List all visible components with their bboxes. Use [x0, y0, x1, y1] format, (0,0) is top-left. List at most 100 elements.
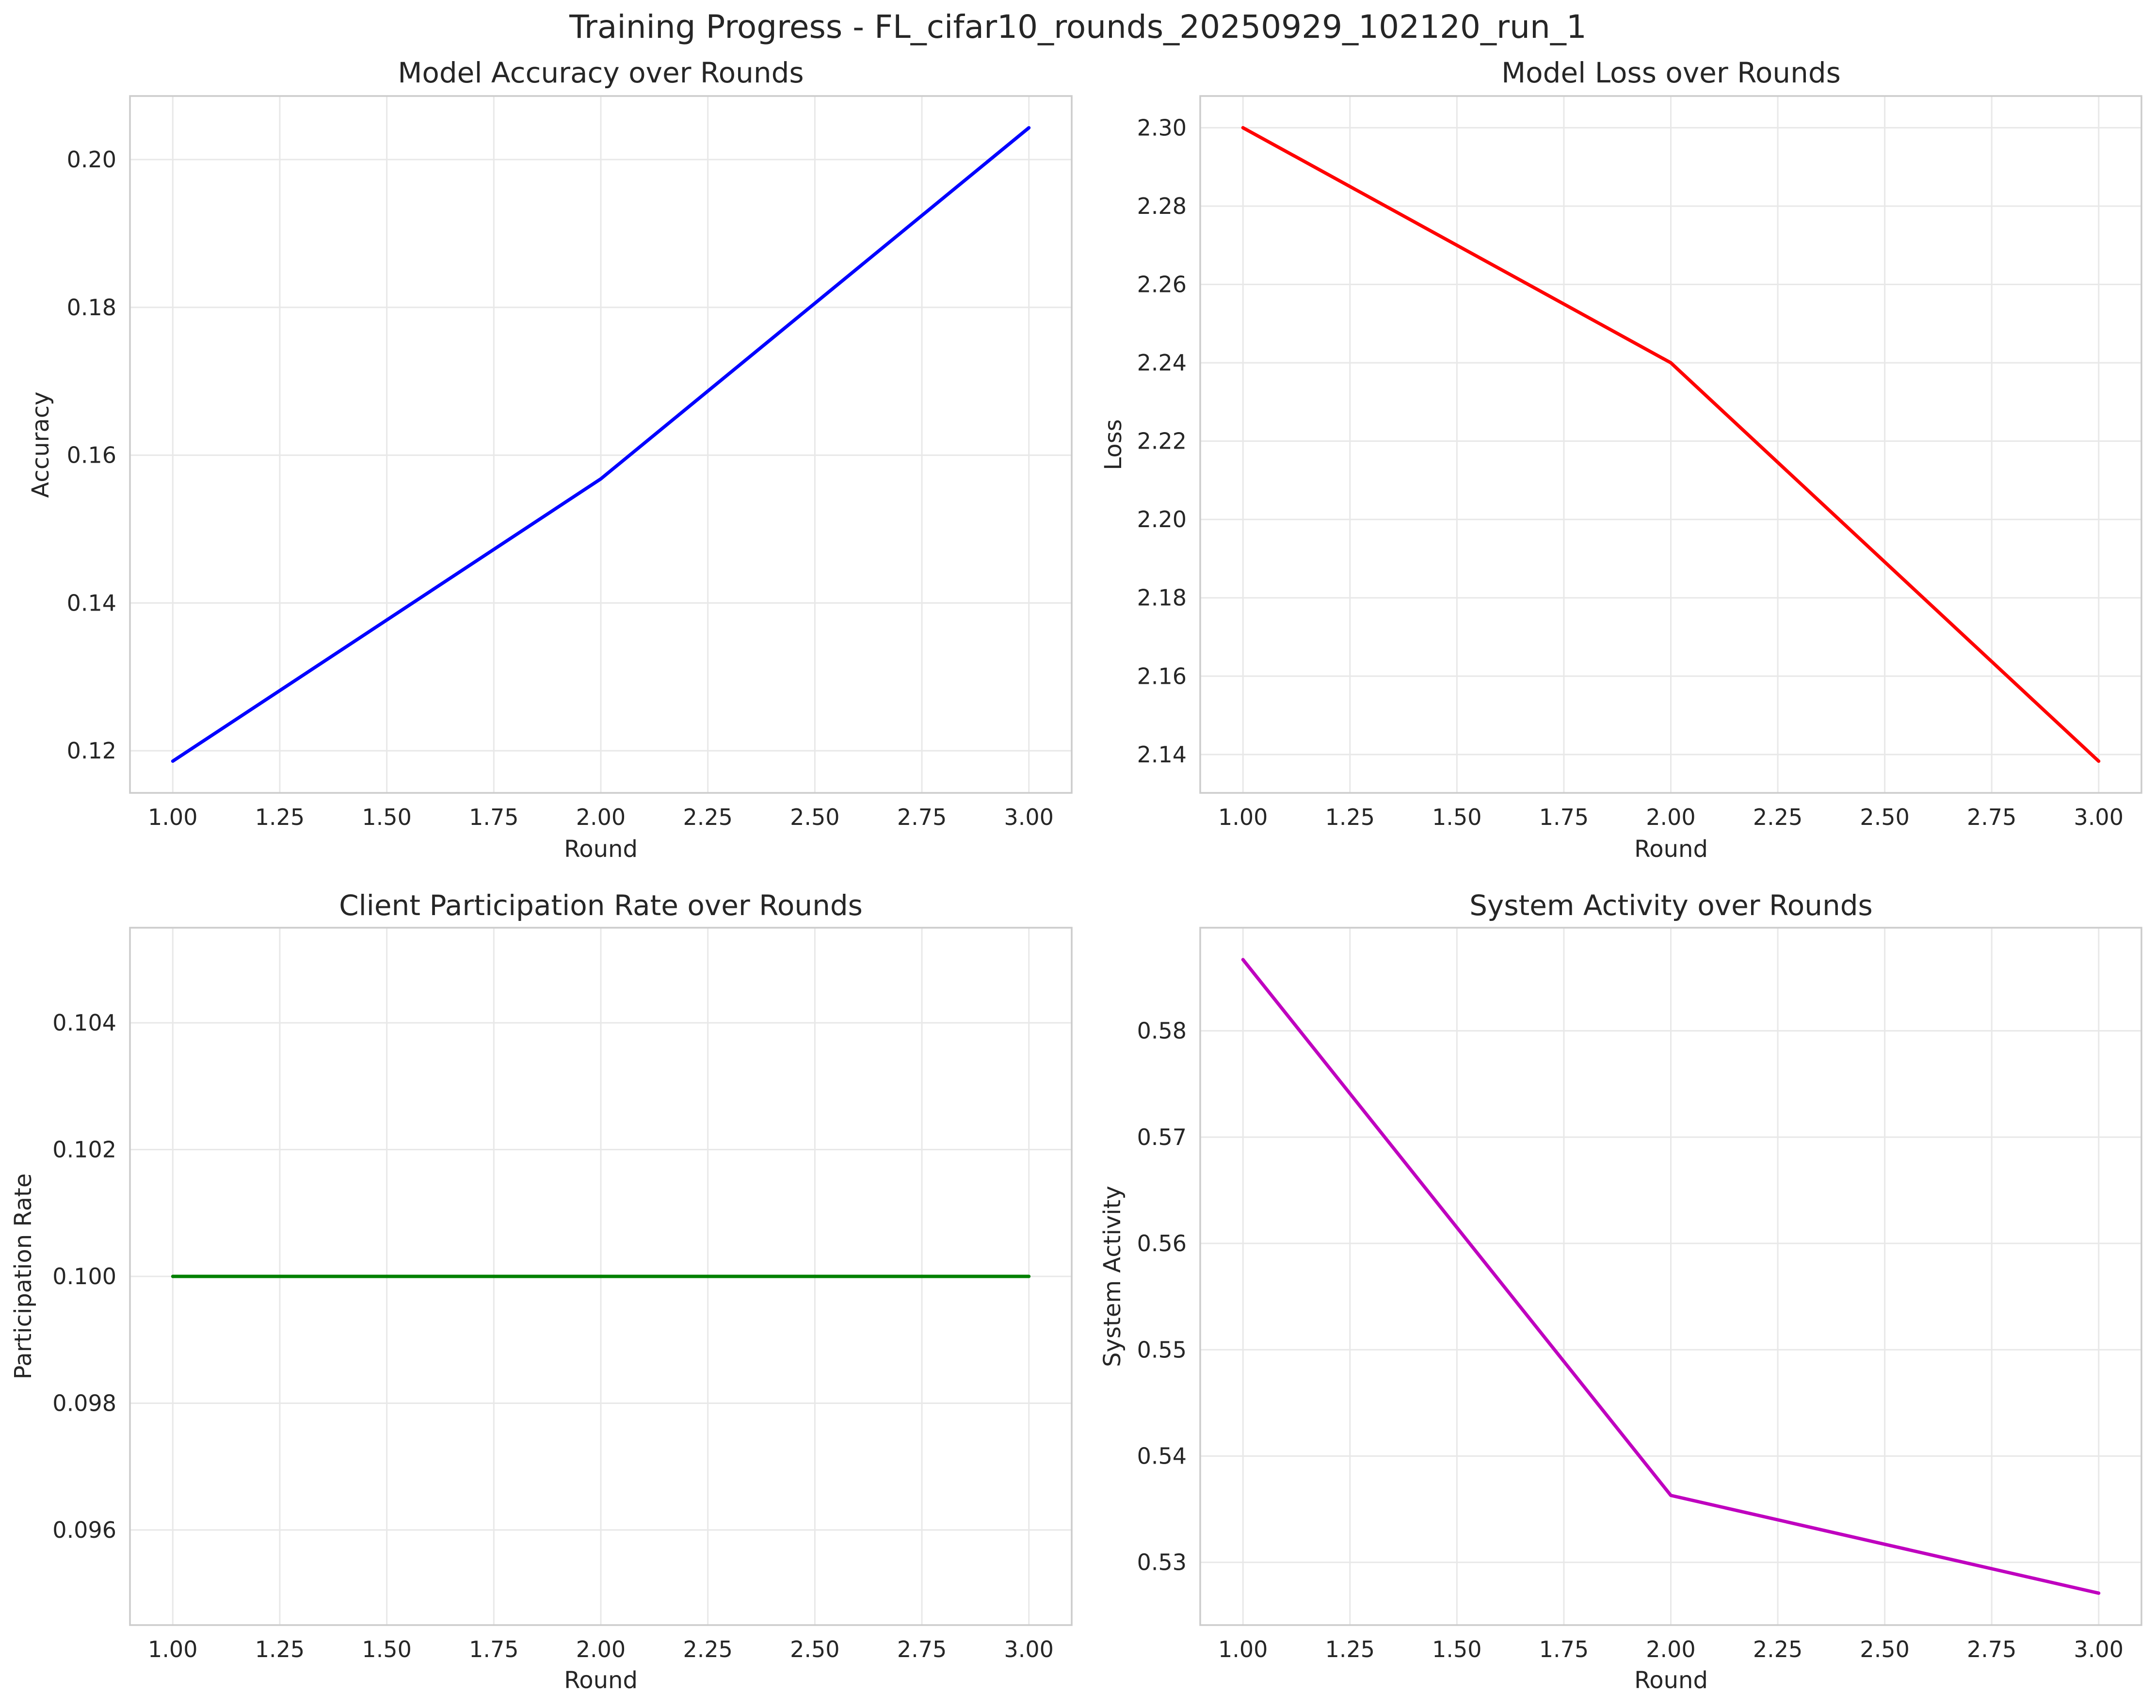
- participation-plot-frame: [129, 927, 1073, 1626]
- accuracy-y-tick-label: 0.20: [67, 146, 116, 173]
- participation-panel: 1.00 1.25 1.50 1.75 2.00 2.25 2.50 2.75 3.00 0.0…: [10, 889, 1073, 1694]
- participation-x-tick-label: 2.50: [790, 1636, 839, 1662]
- system-activity-y-tick-label: 0.53: [1137, 1549, 1187, 1576]
- system-activity-grid: [1200, 928, 2141, 1625]
- loss-x-tick-label: 2.00: [1646, 804, 1695, 830]
- accuracy-x-axis-label: Round: [564, 836, 638, 863]
- loss-y-tick-label: 2.22: [1137, 428, 1187, 454]
- accuracy-chart-title: Model Accuracy over Rounds: [398, 56, 804, 89]
- loss-plot-frame: [1199, 95, 2142, 794]
- loss-chart-title: Model Loss over Rounds: [1501, 56, 1841, 89]
- loss-y-tick-label: 2.24: [1137, 350, 1187, 376]
- participation-x-ticks: 1.00 1.25 1.50 1.75 2.00 2.25 2.50 2.75 3.00: [148, 1636, 1054, 1662]
- loss-y-tick-label: 2.26: [1137, 272, 1187, 298]
- accuracy-series: [171, 126, 1031, 763]
- loss-y-tick-label: 2.20: [1137, 506, 1187, 532]
- accuracy-x-tick-label: 2.75: [897, 804, 947, 830]
- accuracy-y-tick-label: 0.12: [67, 738, 116, 764]
- loss-x-tick-label: 1.50: [1432, 804, 1481, 830]
- loss-line: [1241, 126, 2101, 763]
- participation-x-tick-label: 1.50: [362, 1636, 411, 1662]
- participation-x-tick-label: 1.25: [255, 1636, 305, 1662]
- participation-x-tick-label: 2.25: [683, 1636, 732, 1662]
- participation-x-tick-label: 1.00: [148, 1636, 197, 1662]
- system-activity-x-axis-label: Round: [1634, 1667, 1708, 1694]
- accuracy-x-tick-label: 3.00: [1004, 804, 1054, 830]
- system-activity-chart-title: System Activity over Rounds: [1469, 889, 1873, 922]
- system-activity-y-tick-label: 0.58: [1137, 1018, 1187, 1044]
- loss-x-tick-label: 3.00: [2074, 804, 2124, 830]
- accuracy-x-tick-label: 2.00: [576, 804, 626, 830]
- loss-x-tick-label: 1.25: [1325, 804, 1375, 830]
- loss-x-tick-label: 2.25: [1753, 804, 1802, 830]
- accuracy-y-ticks: 0.12 0.14 0.16 0.18 0.20: [67, 146, 116, 764]
- loss-grid: [1200, 96, 2141, 793]
- system-activity-x-tick-label: 3.00: [2074, 1636, 2124, 1662]
- loss-y-ticks: 2.14 2.16 2.18 2.20 2.22 2.24 2.26 2.28 2.30: [1137, 114, 1187, 767]
- system-activity-panel: 1.00 1.25 1.50 1.75 2.00 2.25 2.50 2.75 3.00 0.5…: [1099, 889, 2142, 1694]
- participation-y-tick-label: 0.096: [52, 1517, 116, 1543]
- accuracy-y-axis-label: Accuracy: [27, 391, 54, 498]
- loss-panel: 1.00 1.25 1.50 1.75 2.00 2.25 2.50 2.75 3.00 2.1…: [1100, 56, 2142, 863]
- participation-x-tick-label: 3.00: [1004, 1636, 1054, 1662]
- figure-title: Training Progress - FL_cifar10_rounds_20…: [569, 8, 1587, 46]
- loss-x-tick-label: 2.75: [1967, 804, 2016, 830]
- accuracy-x-tick-label: 1.00: [148, 804, 197, 830]
- loss-series: [1241, 126, 2101, 763]
- accuracy-x-tick-label: 2.50: [790, 804, 839, 830]
- participation-x-axis-label: Round: [564, 1667, 638, 1694]
- participation-x-tick-label: 2.00: [576, 1636, 626, 1662]
- participation-y-ticks: 0.096 0.098 0.100 0.102 0.104: [52, 1010, 116, 1543]
- system-activity-y-tick-label: 0.57: [1137, 1124, 1187, 1150]
- participation-y-tick-label: 0.102: [52, 1137, 116, 1163]
- loss-y-tick-label: 2.14: [1137, 741, 1187, 768]
- participation-x-tick-label: 2.75: [897, 1636, 947, 1662]
- system-activity-x-tick-label: 1.75: [1539, 1636, 1589, 1662]
- accuracy-y-tick-label: 0.16: [67, 442, 116, 468]
- system-activity-x-tick-label: 1.50: [1432, 1636, 1481, 1662]
- accuracy-x-tick-label: 1.25: [255, 804, 305, 830]
- system-activity-series: [1241, 958, 2101, 1595]
- system-activity-y-axis-label: System Activity: [1099, 1186, 1126, 1367]
- system-activity-x-tick-label: 2.00: [1646, 1636, 1695, 1662]
- system-activity-y-tick-label: 0.56: [1137, 1230, 1187, 1257]
- system-activity-y-tick-label: 0.54: [1137, 1443, 1187, 1469]
- loss-x-axis-label: Round: [1634, 836, 1708, 863]
- loss-y-tick-label: 2.30: [1137, 114, 1187, 141]
- accuracy-x-tick-label: 2.25: [683, 804, 732, 830]
- participation-x-tick-label: 1.75: [469, 1636, 518, 1662]
- system-activity-line: [1241, 958, 2101, 1595]
- system-activity-x-tick-label: 1.00: [1218, 1636, 1268, 1662]
- participation-y-tick-label: 0.098: [52, 1390, 116, 1416]
- accuracy-y-tick-label: 0.14: [67, 590, 116, 616]
- accuracy-x-ticks: 1.00 1.25 1.50 1.75 2.00 2.25 2.50 2.75 3.00: [148, 804, 1054, 830]
- system-activity-y-ticks: 0.53 0.54 0.55 0.56 0.57 0.58: [1137, 1018, 1187, 1576]
- accuracy-grid: [130, 96, 1072, 793]
- loss-x-tick-label: 1.75: [1539, 804, 1589, 830]
- participation-y-tick-label: 0.104: [52, 1010, 116, 1036]
- accuracy-plot-frame: [129, 95, 1073, 794]
- loss-y-tick-label: 2.16: [1137, 663, 1187, 689]
- system-activity-x-tick-label: 2.50: [1860, 1636, 1909, 1662]
- participation-y-axis-label: Participation Rate: [10, 1174, 37, 1380]
- loss-y-tick-label: 2.18: [1137, 585, 1187, 611]
- system-activity-plot-frame: [1199, 927, 2142, 1626]
- system-activity-x-tick-label: 2.25: [1753, 1636, 1802, 1662]
- loss-x-tick-label: 2.50: [1860, 804, 1909, 830]
- system-activity-x-tick-label: 2.75: [1967, 1636, 2016, 1662]
- participation-chart-title: Client Participation Rate over Rounds: [339, 889, 863, 922]
- accuracy-x-tick-label: 1.75: [469, 804, 518, 830]
- system-activity-x-tick-label: 1.25: [1325, 1636, 1375, 1662]
- loss-y-axis-label: Loss: [1100, 419, 1127, 470]
- accuracy-y-tick-label: 0.18: [67, 294, 116, 321]
- system-activity-y-tick-label: 0.55: [1137, 1337, 1187, 1363]
- loss-x-tick-label: 1.00: [1218, 804, 1268, 830]
- accuracy-panel: 1.00 1.25 1.50 1.75 2.00 2.25 2.50 2.75 3.00 0.1…: [27, 56, 1073, 863]
- participation-y-tick-label: 0.100: [52, 1263, 116, 1289]
- loss-y-tick-label: 2.28: [1137, 193, 1187, 219]
- accuracy-x-tick-label: 1.50: [362, 804, 411, 830]
- loss-x-ticks: 1.00 1.25 1.50 1.75 2.00 2.25 2.50 2.75 3.00: [1218, 804, 2124, 830]
- system-activity-x-ticks: 1.00 1.25 1.50 1.75 2.00 2.25 2.50 2.75 3.00: [1218, 1636, 2124, 1662]
